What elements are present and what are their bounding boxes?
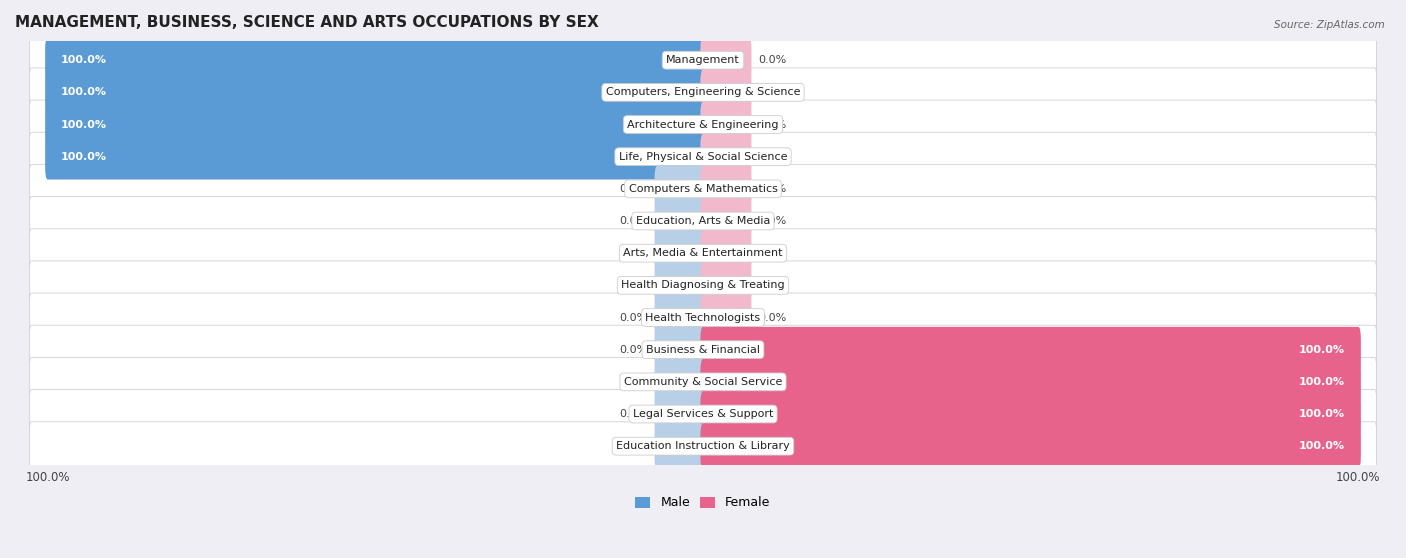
Text: Management: Management xyxy=(666,55,740,65)
FancyBboxPatch shape xyxy=(655,359,706,405)
FancyBboxPatch shape xyxy=(655,391,706,437)
FancyBboxPatch shape xyxy=(700,134,751,180)
FancyBboxPatch shape xyxy=(30,422,1376,470)
FancyBboxPatch shape xyxy=(45,134,706,180)
Text: Computers & Mathematics: Computers & Mathematics xyxy=(628,184,778,194)
FancyBboxPatch shape xyxy=(700,198,751,244)
Text: 100.0%: 100.0% xyxy=(1299,377,1346,387)
Text: Architecture & Engineering: Architecture & Engineering xyxy=(627,119,779,129)
Text: 0.0%: 0.0% xyxy=(759,184,787,194)
FancyBboxPatch shape xyxy=(655,327,706,373)
Text: 0.0%: 0.0% xyxy=(759,152,787,162)
Text: 0.0%: 0.0% xyxy=(619,248,647,258)
Text: 0.0%: 0.0% xyxy=(619,184,647,194)
FancyBboxPatch shape xyxy=(700,327,1361,373)
Text: 100.0%: 100.0% xyxy=(60,55,107,65)
Text: 100.0%: 100.0% xyxy=(1299,441,1346,451)
FancyBboxPatch shape xyxy=(700,230,751,276)
Text: 100.0%: 100.0% xyxy=(60,119,107,129)
FancyBboxPatch shape xyxy=(30,261,1376,310)
FancyBboxPatch shape xyxy=(45,37,706,83)
FancyBboxPatch shape xyxy=(700,262,751,308)
FancyBboxPatch shape xyxy=(655,230,706,276)
Text: 100.0%: 100.0% xyxy=(60,152,107,162)
Text: Education Instruction & Library: Education Instruction & Library xyxy=(616,441,790,451)
FancyBboxPatch shape xyxy=(700,166,751,211)
Text: 0.0%: 0.0% xyxy=(759,88,787,97)
Text: 0.0%: 0.0% xyxy=(619,216,647,226)
FancyBboxPatch shape xyxy=(30,325,1376,374)
Text: 100.0%: 100.0% xyxy=(1299,345,1346,355)
Text: Education, Arts & Media: Education, Arts & Media xyxy=(636,216,770,226)
FancyBboxPatch shape xyxy=(700,102,751,147)
FancyBboxPatch shape xyxy=(700,391,1361,437)
FancyBboxPatch shape xyxy=(30,165,1376,213)
FancyBboxPatch shape xyxy=(30,36,1376,85)
FancyBboxPatch shape xyxy=(655,424,706,469)
Legend: Male, Female: Male, Female xyxy=(630,492,776,514)
Text: Source: ZipAtlas.com: Source: ZipAtlas.com xyxy=(1274,20,1385,30)
FancyBboxPatch shape xyxy=(30,389,1376,439)
FancyBboxPatch shape xyxy=(700,37,751,83)
FancyBboxPatch shape xyxy=(700,359,1361,405)
Text: Business & Financial: Business & Financial xyxy=(645,345,761,355)
Text: 0.0%: 0.0% xyxy=(759,248,787,258)
FancyBboxPatch shape xyxy=(30,229,1376,278)
Text: 0.0%: 0.0% xyxy=(619,312,647,323)
FancyBboxPatch shape xyxy=(30,132,1376,181)
FancyBboxPatch shape xyxy=(30,100,1376,149)
Text: 0.0%: 0.0% xyxy=(619,345,647,355)
Text: 100.0%: 100.0% xyxy=(60,88,107,97)
FancyBboxPatch shape xyxy=(30,68,1376,117)
Text: 0.0%: 0.0% xyxy=(759,216,787,226)
FancyBboxPatch shape xyxy=(30,293,1376,342)
FancyBboxPatch shape xyxy=(30,358,1376,406)
Text: Computers, Engineering & Science: Computers, Engineering & Science xyxy=(606,88,800,97)
Text: MANAGEMENT, BUSINESS, SCIENCE AND ARTS OCCUPATIONS BY SEX: MANAGEMENT, BUSINESS, SCIENCE AND ARTS O… xyxy=(15,15,599,30)
Text: Arts, Media & Entertainment: Arts, Media & Entertainment xyxy=(623,248,783,258)
FancyBboxPatch shape xyxy=(655,262,706,308)
Text: 0.0%: 0.0% xyxy=(759,280,787,290)
Text: 0.0%: 0.0% xyxy=(619,377,647,387)
Text: 0.0%: 0.0% xyxy=(619,280,647,290)
FancyBboxPatch shape xyxy=(700,424,1361,469)
Text: 0.0%: 0.0% xyxy=(619,409,647,419)
FancyBboxPatch shape xyxy=(45,102,706,147)
FancyBboxPatch shape xyxy=(700,295,751,340)
FancyBboxPatch shape xyxy=(655,198,706,244)
FancyBboxPatch shape xyxy=(30,196,1376,246)
FancyBboxPatch shape xyxy=(700,70,751,115)
FancyBboxPatch shape xyxy=(45,70,706,115)
Text: Health Diagnosing & Treating: Health Diagnosing & Treating xyxy=(621,280,785,290)
FancyBboxPatch shape xyxy=(655,295,706,340)
FancyBboxPatch shape xyxy=(655,166,706,211)
Text: Health Technologists: Health Technologists xyxy=(645,312,761,323)
Text: Legal Services & Support: Legal Services & Support xyxy=(633,409,773,419)
Text: Community & Social Service: Community & Social Service xyxy=(624,377,782,387)
Text: 0.0%: 0.0% xyxy=(759,55,787,65)
Text: 100.0%: 100.0% xyxy=(1299,409,1346,419)
Text: 0.0%: 0.0% xyxy=(759,312,787,323)
Text: Life, Physical & Social Science: Life, Physical & Social Science xyxy=(619,152,787,162)
Text: 0.0%: 0.0% xyxy=(759,119,787,129)
Text: 0.0%: 0.0% xyxy=(619,441,647,451)
